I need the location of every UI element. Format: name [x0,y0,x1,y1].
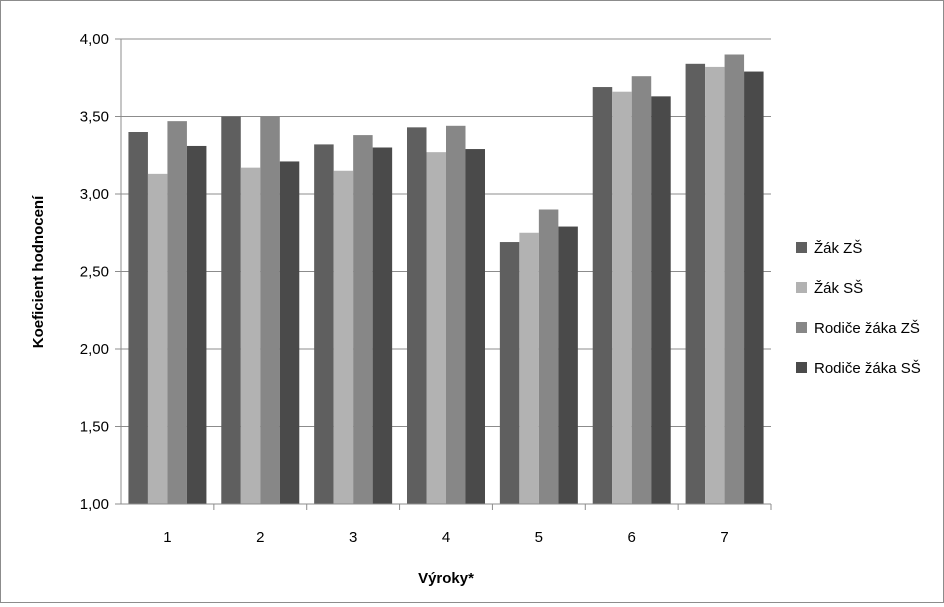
y-tick-label: 2,50 [80,264,109,281]
bar [333,170,354,504]
x-axis-title: Výroky* [418,570,474,587]
x-tick-label: 2 [256,529,264,546]
bars [128,54,764,505]
bar [465,149,485,505]
bar [353,135,373,504]
bar [705,66,725,505]
bar [612,91,632,504]
x-tick-label: 3 [349,529,357,546]
x-tick-label: 1 [163,529,171,546]
y-axis-title: Koeficient hodnocení [30,195,47,348]
bar [446,125,466,505]
x-tick-label: 4 [442,529,450,546]
bar [314,144,334,504]
legend-swatch [796,362,807,373]
x-tick-label: 6 [628,529,636,546]
legend: Žák ZŠ Žák SŠ Rodiče žáka ZŠ Rodiče žáka SŠ [796,240,921,377]
y-tick-labels: 1,00 1,50 2,00 2,50 3,00 3,50 4,00 [80,31,121,513]
y-tick-label: 1,50 [80,419,109,436]
x-tick-label: 5 [535,529,543,546]
bar [558,226,578,505]
bar [651,96,671,504]
legend-label: Žák ZŠ [814,240,862,257]
y-tick-label: 1,00 [80,496,109,513]
y-tick-label: 3,00 [80,186,109,203]
legend-label: Žák SŠ [814,280,863,297]
bar [538,209,559,504]
legend-item: Rodiče žáka ZŠ [796,320,920,337]
bar [519,232,539,504]
bar [128,132,148,504]
bar [631,76,652,504]
bar [499,242,520,505]
bar [685,63,706,505]
bar [744,71,764,505]
y-tick-label: 2,00 [80,341,109,358]
y-tick-label: 3,50 [80,109,109,126]
bar [724,54,745,504]
legend-item: Rodiče žáka SŠ [796,360,921,377]
bar [147,173,168,504]
bar [221,116,241,504]
bar [426,152,446,504]
bar [372,147,393,504]
bar [240,167,261,504]
bar [167,121,187,505]
legend-label: Rodiče žáka SŠ [814,360,921,377]
bar [260,116,280,504]
y-tick-label: 4,00 [80,31,109,48]
bar [407,127,427,504]
x-tick-labels: 1 2 3 4 5 6 7 [163,504,772,546]
legend-swatch [796,282,807,293]
legend-label: Rodiče žáka ZŠ [814,320,920,337]
legend-item: Žák SŠ [796,280,863,297]
bar [279,161,300,504]
legend-item: Žák ZŠ [796,240,862,257]
bar [186,145,207,504]
legend-swatch [796,322,807,333]
x-tick-label: 7 [720,529,728,546]
bar [592,87,613,505]
legend-swatch [796,242,807,253]
